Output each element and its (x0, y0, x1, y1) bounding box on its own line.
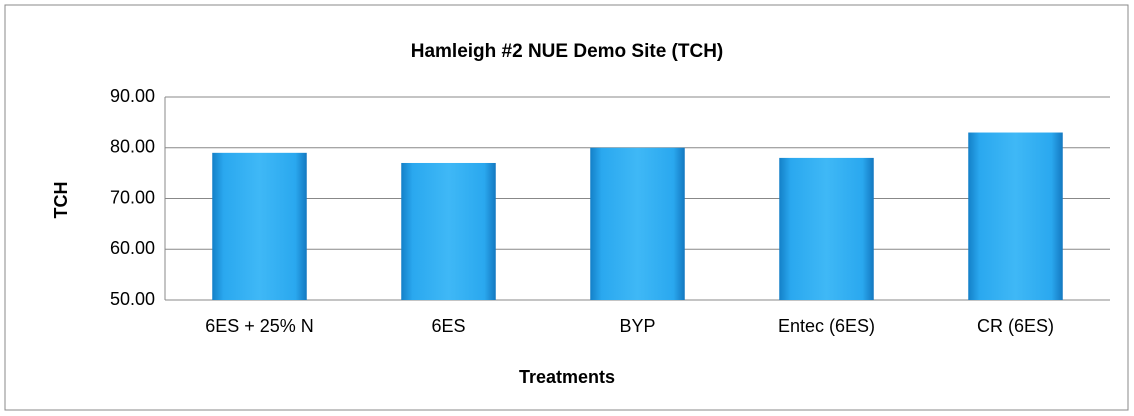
x-tick-label: BYP (619, 316, 655, 336)
bar (401, 162, 496, 300)
x-tick-label: 6ES + 25% N (205, 316, 314, 336)
bar (590, 147, 685, 300)
chart-title: Hamleigh #2 NUE Demo Site (TCH) (411, 41, 724, 62)
bar (212, 152, 307, 300)
y-tick-label: 50.00 (110, 289, 155, 309)
x-tick-label: CR (6ES) (977, 316, 1054, 336)
y-tick-label: 90.00 (110, 86, 155, 106)
x-tick-label: 6ES (431, 316, 465, 336)
bar (968, 132, 1063, 300)
bar (779, 157, 874, 300)
x-tick-label: Entec (6ES) (778, 316, 875, 336)
y-tick-label: 60.00 (110, 238, 155, 258)
y-axis-label: TCH (51, 182, 71, 219)
x-axis-label: Treatments (519, 367, 615, 387)
y-tick-label: 70.00 (110, 187, 155, 207)
chart-frame (4, 4, 1129, 411)
y-tick-label: 80.00 (110, 137, 155, 157)
